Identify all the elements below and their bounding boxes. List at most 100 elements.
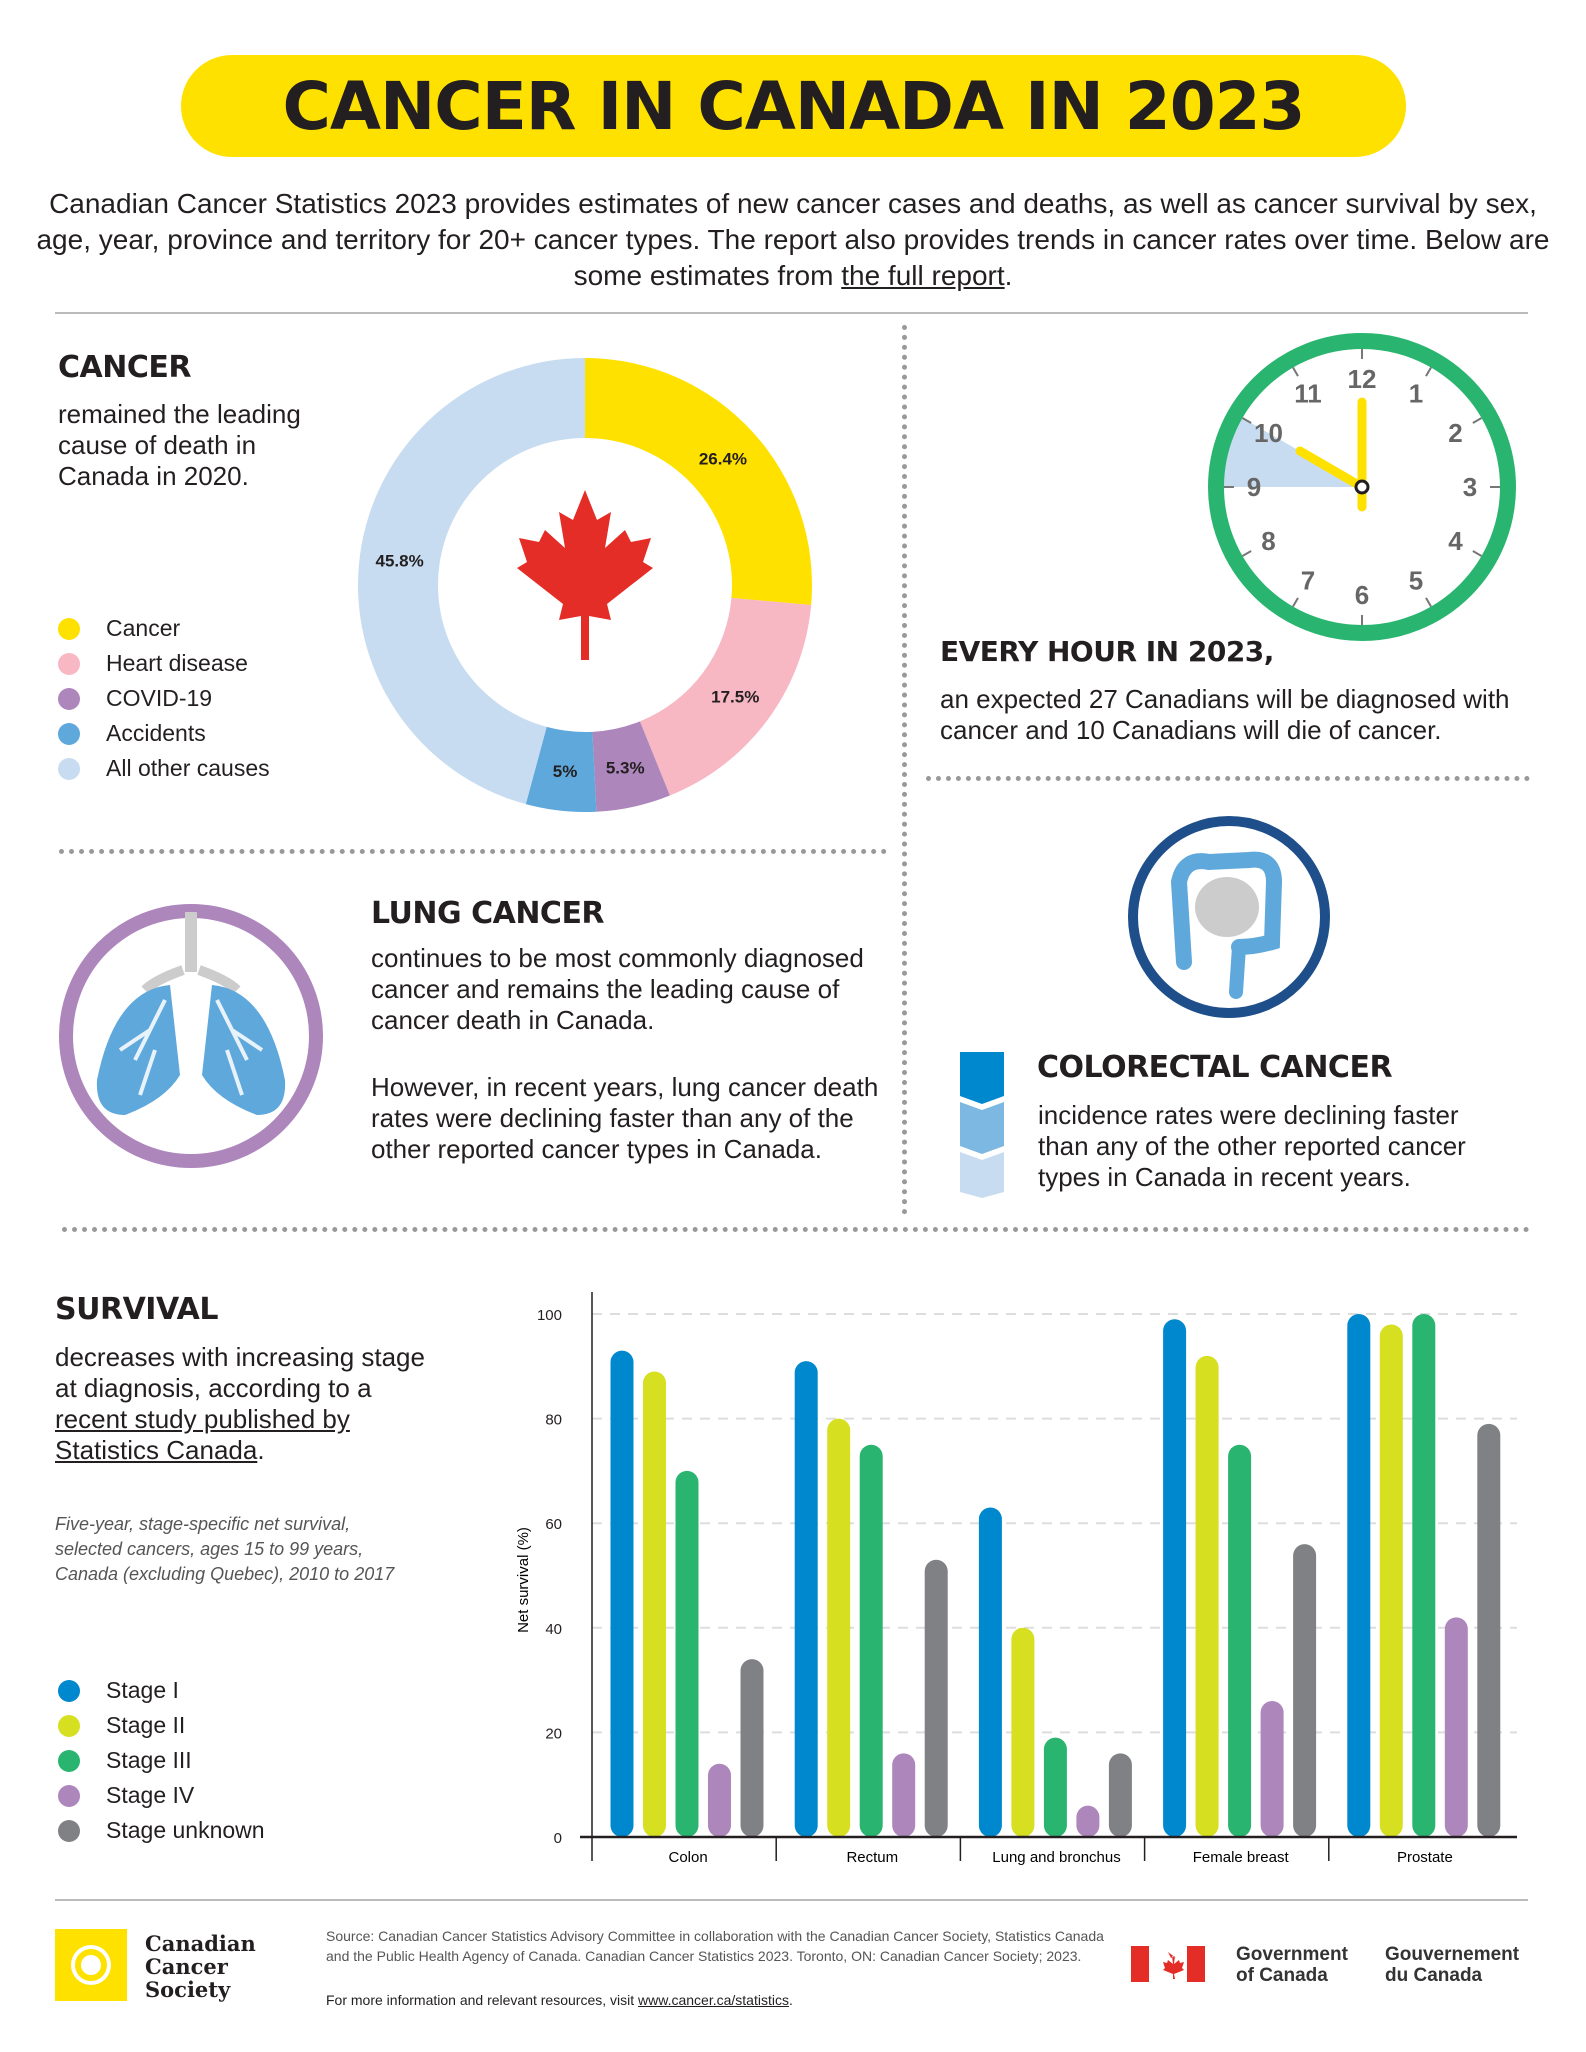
x-tick-label: Colon: [668, 1849, 707, 1866]
bar-stage-iii: [859, 1444, 883, 1837]
donut-legend: Cancer Heart disease COVID-19 Accidents All …: [58, 611, 270, 786]
clock-number: 6: [1355, 580, 1369, 610]
cancer-heading: CANCER: [58, 350, 191, 385]
divider: [62, 1227, 1530, 1232]
legend-swatch: [58, 1679, 80, 1702]
donut-slice: [585, 358, 812, 605]
survival-bar-chart: 0 20 40 60 80 100 Net survival (%) Colon Rectum L…: [515, 1292, 1517, 1866]
bar-stage-ii: [643, 1371, 666, 1837]
source-text: Source: Canadian Cancer Statistics Advis…: [326, 1928, 1104, 1964]
bar-stage-iv: [1076, 1805, 1100, 1837]
legend-label: Stage unknown: [106, 1817, 265, 1843]
canada-flag-icon: [1131, 1946, 1205, 1982]
lungs-icon: [59, 904, 323, 1168]
legend-swatch: [58, 757, 80, 780]
hour-hand: [1295, 446, 1367, 492]
bar-stage-ii: [827, 1418, 851, 1837]
legend-item: Stage I: [58, 1673, 265, 1708]
y-tick-label: 20: [545, 1725, 562, 1742]
bar-stage-unknown: [1477, 1423, 1501, 1837]
bar-stage-iv: [708, 1763, 731, 1837]
maple-leaf-icon: [517, 490, 653, 660]
legend-swatch: [58, 1714, 80, 1737]
slice-label: 5%: [553, 762, 578, 781]
gov-fr: Gouvernement du Canada: [1385, 1944, 1520, 1986]
bar-stage-ii: [1379, 1324, 1403, 1837]
survival-body: decreases with increasing stage at diagn…: [55, 1342, 425, 1403]
legend-label: Heart disease: [106, 650, 248, 676]
clock-number: 5: [1409, 566, 1423, 596]
bar-stage-i: [978, 1507, 1002, 1837]
more-info-end: .: [788, 1992, 793, 2008]
x-tick-label: Prostate: [1397, 1849, 1453, 1866]
legend-label: Accidents: [106, 720, 206, 746]
clock-number: 3: [1463, 472, 1477, 502]
divider-vertical: [902, 325, 907, 1215]
intro-text: Canadian Cancer Statistics 2023 provides…: [20, 186, 1566, 294]
legend-label: Stage IV: [106, 1782, 195, 1808]
bar-stage-unknown: [1108, 1753, 1132, 1837]
statcan-study-link[interactable]: recent study published by Statistics Can…: [55, 1404, 350, 1465]
divider: [55, 1899, 1528, 1901]
bar-stage-ii: [1011, 1627, 1035, 1837]
cause-of-death-donut: 26.4% 17.5% 5.3% 5% 45.8%: [358, 358, 812, 812]
bar-stage-iii: [1412, 1314, 1436, 1837]
divider: [55, 312, 1528, 314]
bar-stage-iii: [1043, 1737, 1067, 1837]
bar-stage-iv: [1444, 1617, 1468, 1837]
intro-end: .: [1004, 260, 1013, 291]
clock-number: 4: [1448, 526, 1463, 556]
more-info-text: For more information and relevant resour…: [326, 1992, 639, 2008]
y-tick-label: 0: [554, 1830, 562, 1847]
clock-number: 2: [1448, 418, 1462, 448]
clock-number: 9: [1247, 472, 1261, 502]
survival-heading: SURVIVAL: [55, 1292, 218, 1327]
slice-label: 45.8%: [376, 551, 424, 570]
slice-label: 17.5%: [711, 687, 759, 706]
legend-swatch: [58, 722, 80, 745]
legend-swatch: [58, 652, 80, 675]
hour-heading: EVERY HOUR IN 2023,: [940, 635, 1274, 668]
ccs-word: Canadian: [145, 1931, 256, 1956]
lung-text-2: However, in recent years, lung cancer de…: [371, 1072, 879, 1164]
divider: [926, 776, 1530, 781]
legend-item: Stage unknown: [58, 1813, 265, 1848]
donut-slice: [525, 726, 597, 812]
full-report-link[interactable]: the full report: [841, 260, 1005, 291]
ccs-wordmark: Canadian Cancer Society: [145, 1932, 256, 2001]
bar-stage-ii: [1195, 1355, 1219, 1837]
legend-swatch: [58, 1784, 80, 1807]
clock-number: 1: [1409, 378, 1423, 408]
y-tick-label: 60: [545, 1516, 562, 1533]
legend-item: Heart disease: [58, 646, 270, 681]
survival-end: .: [257, 1435, 265, 1465]
legend-item: Stage IV: [58, 1778, 265, 1813]
legend-label: Stage II: [106, 1712, 186, 1738]
y-axis-label: Net survival (%): [515, 1527, 532, 1633]
legend-label: Stage III: [106, 1747, 192, 1773]
y-tick-label: 100: [537, 1307, 562, 1324]
intro-body: Canadian Cancer Statistics 2023 provides…: [36, 188, 1550, 291]
survival-text: decreases with increasing stage at diagn…: [55, 1342, 445, 1466]
x-tick-label: Rectum: [846, 1849, 898, 1866]
legend-label: Cancer: [106, 615, 181, 641]
x-tick-label: Female breast: [1193, 1849, 1290, 1866]
declining-arrows-icon: [960, 1052, 1004, 1198]
legend-item: All other causes: [58, 751, 270, 786]
legend-swatch: [58, 1749, 80, 1772]
clock-number: 12: [1348, 364, 1377, 394]
hour-text: an expected 27 Canadians will be diagnos…: [940, 684, 1510, 745]
bar-stage-iii: [675, 1470, 699, 1837]
bar-stage-i: [610, 1350, 634, 1837]
ccs-word: Cancer: [145, 1954, 228, 1979]
more-info: For more information and relevant resour…: [326, 1990, 1121, 2010]
divider: [59, 849, 887, 854]
x-tick-label: Lung and bronchus: [992, 1849, 1120, 1866]
survival-note: Five-year, stage-specific net survival, …: [55, 1514, 395, 1584]
colon-icon: [1128, 816, 1330, 1018]
cancer-text: remained the leading cause of death in C…: [58, 399, 301, 491]
ccs-logo-icon: [55, 1929, 127, 2001]
statistics-link[interactable]: www.cancer.ca/statistics: [638, 1992, 789, 2008]
ccs-word: Society: [145, 1977, 231, 2002]
